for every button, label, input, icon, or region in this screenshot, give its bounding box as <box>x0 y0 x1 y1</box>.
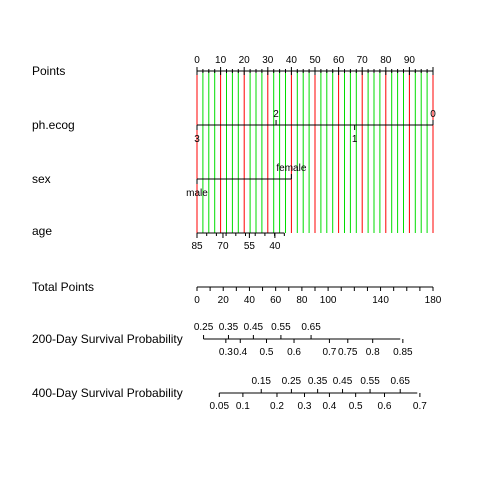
row-labels: Points ph.ecog sex age Total Points 200-… <box>32 64 183 400</box>
age-tick-label: 55 <box>244 241 256 252</box>
sex-tick-label: male <box>186 188 208 199</box>
surv200-tick-label: 0.85 <box>393 347 413 358</box>
surv200-tick-label: 0.65 <box>301 322 321 333</box>
ph-ecog-tick-label: 1 <box>352 134 358 145</box>
surv200-tick-label: 0.8 <box>366 347 380 358</box>
row-label-ph-ecog: ph.ecog <box>32 118 75 132</box>
total-points-tick-label: 40 <box>244 295 256 306</box>
ph-ecog-tick-label: 0 <box>430 109 436 120</box>
surv400-tick-label: 0.4 <box>322 401 336 412</box>
row-label-sex: sex <box>32 172 51 186</box>
total-points-tick-label: 20 <box>218 295 230 306</box>
surv400-tick-label: 0.6 <box>378 401 392 412</box>
surv200-tick-label: 0.55 <box>271 322 291 333</box>
points-tick-label: 0 <box>194 55 200 66</box>
surv400-tick-label: 0.5 <box>349 401 363 412</box>
points-tick-label: 30 <box>262 55 274 66</box>
points-tick-label: 50 <box>309 55 321 66</box>
surv200-tick-label: 0.3 <box>219 347 233 358</box>
row-label-age: age <box>32 224 52 238</box>
points-tick-label: 20 <box>239 55 251 66</box>
surv400-tick-label: 0.45 <box>333 376 353 387</box>
surv200-tick-label: 0.35 <box>219 322 239 333</box>
row-label-points: Points <box>32 64 65 78</box>
age-tick-label: 85 <box>191 241 203 252</box>
age-tick-label: 70 <box>217 241 229 252</box>
surv200-tick-label: 0.5 <box>260 347 274 358</box>
total-points-tick-label: 60 <box>270 295 282 306</box>
total-points-tick-label: 100 <box>320 295 337 306</box>
points-tick-label: 80 <box>380 55 392 66</box>
surv400-tick-label: 0.05 <box>210 401 230 412</box>
surv400-tick-label: 0.7 <box>413 401 427 412</box>
surv200-tick-label: 0.7 <box>322 347 336 358</box>
surv400-tick-label: 0.35 <box>308 376 328 387</box>
points-tick-label: 10 <box>215 55 227 66</box>
points-tick-label: 40 <box>286 55 298 66</box>
row-label-total-points: Total Points <box>32 280 94 294</box>
sex-tick-label: female <box>276 163 306 174</box>
surv200-tick-label: 0.45 <box>244 322 264 333</box>
total-points-tick-label: 0 <box>194 295 200 306</box>
surv400-tick-label: 0.55 <box>360 376 380 387</box>
grid-lines <box>196 71 434 233</box>
surv200-tick-label: 0.6 <box>287 347 301 358</box>
surv400-tick-label: 0.1 <box>236 401 250 412</box>
age-tick-label: 40 <box>269 241 281 252</box>
surv200-tick-label: 0.25 <box>194 322 214 333</box>
ph-ecog-tick-label: 3 <box>194 134 200 145</box>
surv200-tick-label: 0.75 <box>338 347 358 358</box>
points-tick-label: 70 <box>357 55 369 66</box>
points-tick-label: 60 <box>333 55 345 66</box>
surv400-tick-label: 0.2 <box>270 401 284 412</box>
total-points-tick-label: 80 <box>296 295 308 306</box>
ph-ecog-tick-label: 2 <box>273 109 279 120</box>
surv200-tick-label: 0.4 <box>233 347 247 358</box>
surv400-tick-label: 0.15 <box>252 376 272 387</box>
total-points-tick-label: 180 <box>425 295 442 306</box>
row-label-200-day-survival: 200-Day Survival Probability <box>32 332 183 346</box>
surv400-tick-label: 0.65 <box>390 376 410 387</box>
row-label-400-day-survival: 400-Day Survival Probability <box>32 386 183 400</box>
surv400-tick-label: 0.25 <box>282 376 302 387</box>
surv400-tick-label: 0.3 <box>298 401 312 412</box>
points-tick-label: 90 <box>404 55 416 66</box>
total-points-tick-label: 140 <box>372 295 389 306</box>
